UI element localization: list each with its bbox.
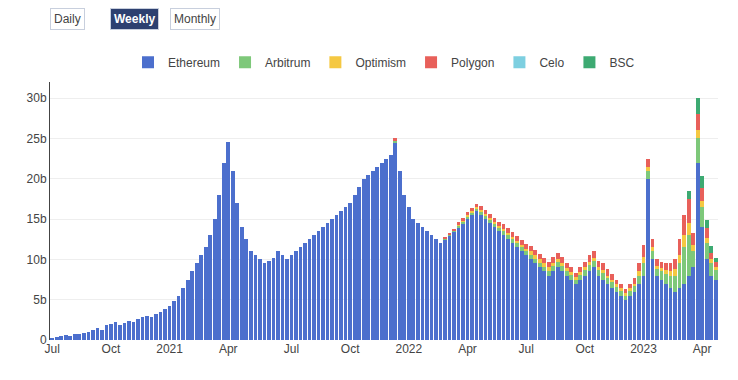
- svg-text:Jul: Jul: [284, 342, 299, 356]
- svg-text:Apr: Apr: [693, 342, 712, 356]
- svg-text:2021: 2021: [156, 342, 183, 356]
- svg-text:0: 0: [40, 333, 47, 347]
- svg-text:Weekly: Weekly: [114, 12, 155, 26]
- svg-text:Oct: Oct: [102, 342, 121, 356]
- svg-text:BSC: BSC: [609, 56, 634, 70]
- svg-text:Oct: Oct: [341, 342, 360, 356]
- svg-text:Jul: Jul: [45, 342, 60, 356]
- svg-text:Optimism: Optimism: [355, 56, 406, 70]
- svg-text:Oct: Oct: [576, 342, 595, 356]
- svg-text:15b: 15b: [27, 212, 47, 226]
- svg-text:25b: 25b: [27, 132, 47, 146]
- svg-text:Monthly: Monthly: [174, 12, 216, 26]
- svg-text:Celo: Celo: [539, 56, 564, 70]
- svg-text:Polygon: Polygon: [451, 56, 494, 70]
- svg-text:Apr: Apr: [219, 342, 238, 356]
- svg-text:Arbitrum: Arbitrum: [265, 56, 310, 70]
- svg-text:2022: 2022: [395, 342, 422, 356]
- svg-text:Daily: Daily: [54, 12, 81, 26]
- svg-text:Apr: Apr: [458, 342, 477, 356]
- svg-text:20b: 20b: [27, 172, 47, 186]
- svg-text:Jul: Jul: [519, 342, 534, 356]
- svg-text:30b: 30b: [27, 91, 47, 105]
- svg-text:Ethereum: Ethereum: [168, 56, 220, 70]
- svg-text:2023: 2023: [630, 342, 657, 356]
- svg-text:10b: 10b: [27, 253, 47, 267]
- svg-text:5b: 5b: [33, 293, 47, 307]
